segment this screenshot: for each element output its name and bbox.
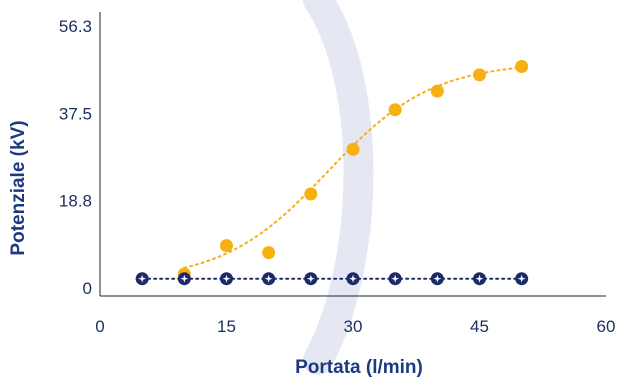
x-tick-labels: 0 15 30 45 60 xyxy=(95,317,615,336)
y-tick-label: 18.8 xyxy=(59,192,92,211)
y-tick-label: 56.3 xyxy=(59,17,92,36)
y-tick-label: 37.5 xyxy=(59,104,92,123)
x-tick-label: 45 xyxy=(470,317,489,336)
data-point-navy xyxy=(473,272,486,286)
trendlines xyxy=(141,66,523,280)
data-point-orange xyxy=(262,246,276,260)
data-point-navy xyxy=(430,272,444,286)
data-point-navy xyxy=(135,272,149,286)
data-point-orange xyxy=(473,68,486,82)
data-point-navy xyxy=(262,272,276,286)
x-tick-label: 15 xyxy=(217,317,236,336)
data-point-orange xyxy=(515,59,529,73)
data-point-orange xyxy=(388,103,402,117)
data-point-navy xyxy=(346,272,360,286)
data-point-orange xyxy=(220,239,233,253)
data-point-orange xyxy=(346,142,360,156)
x-tick-label: 30 xyxy=(344,317,363,336)
watermark-arc xyxy=(303,0,374,375)
data-points xyxy=(135,59,529,286)
y-axis-title: Potenziale (kV) xyxy=(8,120,29,255)
x-tick-label: 0 xyxy=(95,317,104,336)
y-tick-label: 0 xyxy=(83,279,92,298)
x-tick-label: 60 xyxy=(597,317,616,336)
y-tick-labels: 0 18.8 37.5 56.3 xyxy=(59,17,92,298)
x-axis-title: Portata (l/min) xyxy=(295,357,423,378)
data-point-orange xyxy=(304,187,318,201)
data-point-navy xyxy=(304,272,318,286)
data-point-navy xyxy=(220,272,233,286)
data-point-navy xyxy=(177,272,191,286)
data-point-navy xyxy=(515,272,529,286)
data-point-orange xyxy=(430,84,444,98)
data-point-navy xyxy=(388,272,402,286)
